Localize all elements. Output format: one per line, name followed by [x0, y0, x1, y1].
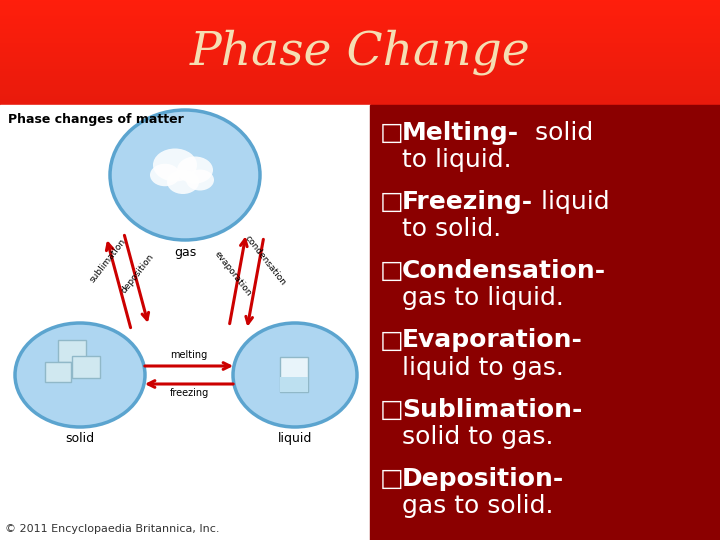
Text: gas to liquid.: gas to liquid.: [402, 286, 564, 310]
Bar: [370, 105, 720, 540]
Text: Freezing-: Freezing-: [402, 190, 533, 214]
Ellipse shape: [150, 164, 180, 186]
Text: liquid: liquid: [278, 432, 312, 445]
Text: solid: solid: [519, 121, 593, 145]
Text: Evaporation-: Evaporation-: [402, 328, 583, 353]
Text: Condensation-: Condensation-: [402, 259, 606, 284]
Text: evaporation: evaporation: [213, 249, 253, 298]
Text: condensation: condensation: [243, 233, 287, 287]
Bar: [0, 105, 370, 540]
Bar: [280, 357, 308, 392]
Text: solid to gas.: solid to gas.: [402, 424, 554, 449]
Text: to solid.: to solid.: [402, 217, 501, 241]
Bar: [72, 356, 100, 378]
Ellipse shape: [167, 170, 199, 194]
Text: freezing: freezing: [169, 388, 209, 398]
Ellipse shape: [186, 170, 214, 191]
Text: Deposition-: Deposition-: [402, 467, 564, 491]
Bar: [45, 362, 71, 382]
Text: □: □: [380, 467, 404, 491]
Text: deposition: deposition: [120, 252, 156, 295]
Text: melting: melting: [171, 350, 207, 360]
Text: sublimation: sublimation: [88, 237, 128, 284]
Text: Phase changes of matter: Phase changes of matter: [8, 113, 184, 126]
Text: solid: solid: [66, 432, 94, 445]
Text: © 2011 Encyclopaedia Britannica, Inc.: © 2011 Encyclopaedia Britannica, Inc.: [5, 524, 220, 534]
Bar: [280, 377, 308, 392]
Text: □: □: [380, 328, 404, 353]
Text: liquid to gas.: liquid to gas.: [402, 355, 564, 380]
Ellipse shape: [110, 110, 260, 240]
Ellipse shape: [233, 323, 357, 427]
Text: □: □: [380, 397, 404, 422]
Text: gas: gas: [174, 246, 196, 259]
Text: □: □: [380, 259, 404, 284]
Ellipse shape: [15, 323, 145, 427]
Bar: [58, 340, 86, 362]
Text: □: □: [380, 190, 404, 214]
Text: Sublimation-: Sublimation-: [402, 397, 582, 422]
Text: liquid: liquid: [533, 190, 610, 214]
Text: gas to solid.: gas to solid.: [402, 494, 554, 518]
Ellipse shape: [177, 157, 213, 184]
Ellipse shape: [153, 148, 197, 181]
Text: Melting-: Melting-: [402, 121, 519, 145]
Text: Phase Change: Phase Change: [189, 30, 531, 76]
Text: □: □: [380, 121, 404, 145]
Text: to liquid.: to liquid.: [402, 148, 512, 172]
